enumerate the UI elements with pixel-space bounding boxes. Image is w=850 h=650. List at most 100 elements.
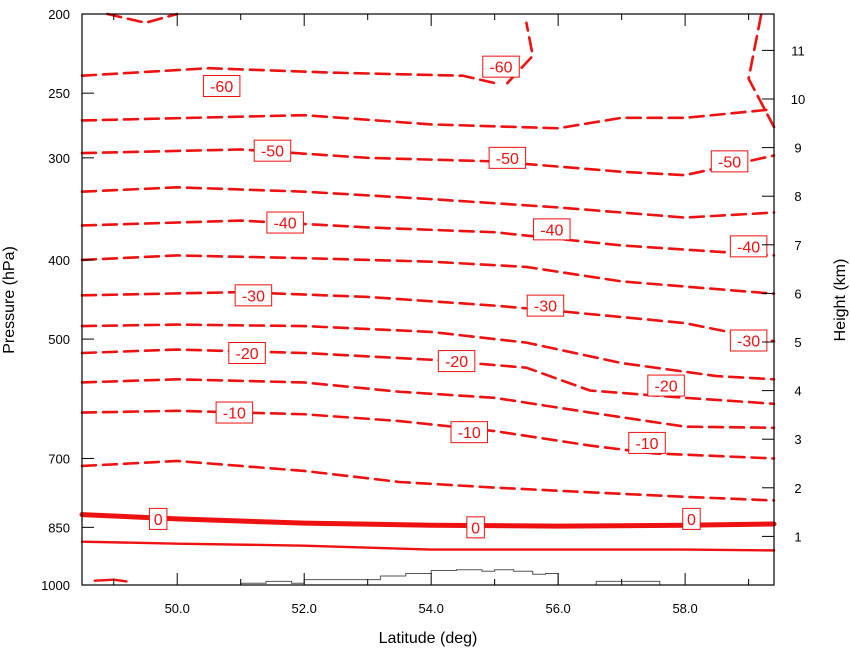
contour-label-box (234, 284, 273, 307)
contour-label: -50 (710, 150, 749, 173)
contour-label-box (647, 374, 685, 397)
contour-line--45 (80, 186, 776, 219)
contour-label-text: -50 (718, 154, 741, 171)
contour-line--30 (80, 290, 776, 343)
contour-line--60 (80, 66, 496, 85)
contour-label: -60 (202, 74, 241, 97)
x-tick-label: 58.0 (672, 601, 697, 616)
contour-label-text: 0 (154, 512, 163, 529)
contour-label-text: -10 (458, 425, 481, 442)
contour-label-text: -60 (489, 60, 512, 77)
contour-label-text: -50 (261, 144, 284, 161)
y-tick-label: 500 (48, 332, 70, 347)
y2-tick-label: 11 (791, 43, 805, 58)
y-axis-title: Pressure (hPa) (1, 246, 18, 354)
terrain-profile (82, 569, 774, 586)
contour-label-box (526, 294, 565, 317)
y2-tick-label: 8 (794, 189, 801, 204)
contour-label: -40 (729, 235, 768, 258)
y2-axis-title: Height (km) (832, 259, 849, 342)
contour-label-box (729, 329, 768, 352)
contour-label: 0 (148, 507, 168, 530)
y2-tick-label: 1 (794, 529, 801, 544)
y-tick-label: 1000 (41, 578, 70, 593)
contour-label: -50 (253, 139, 292, 162)
contour-line--55 (80, 108, 769, 130)
y-tick-label: 400 (48, 253, 70, 268)
y-tick-label: 200 (48, 7, 70, 22)
contour-label: -30 (729, 329, 768, 352)
contour-label: -20 (647, 374, 685, 397)
x-axis-title: Latitude (deg) (379, 630, 478, 647)
contour-line-5 (80, 540, 776, 552)
contour-label: 0 (466, 516, 485, 539)
contour-label: -20 (437, 350, 476, 373)
y-tick-label: 700 (48, 451, 70, 466)
contour-line--40 (80, 219, 776, 257)
contour-label: -30 (234, 284, 273, 307)
x-tick-label: 52.0 (292, 601, 317, 616)
contour-label-box (215, 401, 254, 424)
contour-label-text: -60 (210, 79, 233, 96)
contour-line-10 (93, 578, 128, 583)
contour-label-box (710, 150, 749, 173)
contour-line-0 (79, 512, 777, 529)
contour-line--35 (80, 254, 776, 296)
plot-frame (81, 13, 775, 586)
contour-line--20 (80, 348, 776, 406)
contour-label-box (466, 516, 485, 539)
contour-line--15 (80, 377, 776, 430)
y2-tick-label: 4 (794, 384, 801, 399)
contour-label-text: 0 (471, 520, 480, 537)
contour-lines (79, 12, 777, 583)
y2-tick-label: 10 (791, 92, 805, 107)
contour-label-text: -10 (223, 406, 246, 423)
contour-label-box (682, 507, 701, 530)
y2-tick-label: 6 (794, 286, 801, 301)
contour-label: 0 (682, 507, 701, 530)
y-tick-label: 850 (48, 520, 70, 535)
contour-label-text: -10 (635, 436, 658, 453)
contour-label: -20 (228, 341, 266, 364)
contour-label: -30 (526, 294, 565, 317)
contour-line--60 (747, 12, 776, 129)
contour-label-box (228, 341, 266, 364)
contour-label: -50 (488, 146, 527, 169)
contour-label-text: 0 (687, 512, 696, 529)
contour-label-text: -20 (236, 346, 259, 363)
y-tick-label: 300 (48, 151, 70, 166)
contour-label-box (148, 507, 168, 530)
contour-label-text: -40 (737, 239, 760, 256)
axes: 50.0 52.0 54.0 56.0 58.020025030040050070085… (41, 7, 805, 616)
x-tick-label: 50.0 (165, 601, 190, 616)
contour-label-box (266, 211, 304, 234)
y2-tick-label: 2 (794, 481, 801, 496)
contour-line--60 (106, 12, 179, 25)
contour-label-text: -30 (737, 333, 760, 350)
contour-label-box (437, 350, 476, 373)
y-tick-label: 250 (48, 86, 70, 101)
contour-label-text: -40 (274, 216, 297, 233)
y2-tick-label: 3 (794, 432, 801, 447)
contour-label: -10 (628, 431, 666, 454)
contour-line--50 (80, 148, 776, 177)
contour-label-text: -30 (534, 299, 557, 316)
contour-label: -10 (450, 421, 489, 444)
contour-label-box (729, 235, 768, 258)
y2-tick-label: 9 (794, 141, 801, 156)
contour-label-text: -40 (540, 222, 563, 239)
contour-label-box (202, 74, 241, 97)
contour-label-box (628, 431, 666, 454)
contour-label: -40 (266, 211, 304, 234)
x-tick-label: 54.0 (419, 601, 444, 616)
contour-line--10 (80, 409, 776, 460)
contour-line--25 (80, 323, 776, 381)
contour-label: -10 (215, 401, 254, 424)
contour-label-box (533, 218, 571, 241)
contour-label-box (488, 146, 527, 169)
contour-label-text: -20 (445, 354, 468, 371)
contour-label-text: -30 (242, 288, 265, 305)
x-tick-label: 56.0 (545, 601, 570, 616)
y2-tick-label: 7 (794, 238, 801, 253)
contour-label-text: -20 (655, 379, 678, 396)
